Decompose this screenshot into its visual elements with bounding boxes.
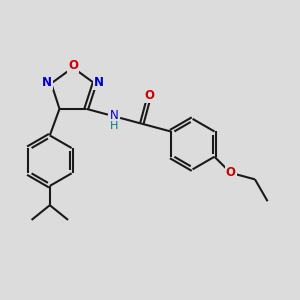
Text: O: O xyxy=(68,59,78,72)
Text: N: N xyxy=(42,76,52,89)
Text: H: H xyxy=(110,121,118,131)
Text: O: O xyxy=(144,88,154,102)
Text: N: N xyxy=(110,109,118,122)
Text: N: N xyxy=(94,76,104,89)
Text: O: O xyxy=(226,166,236,179)
